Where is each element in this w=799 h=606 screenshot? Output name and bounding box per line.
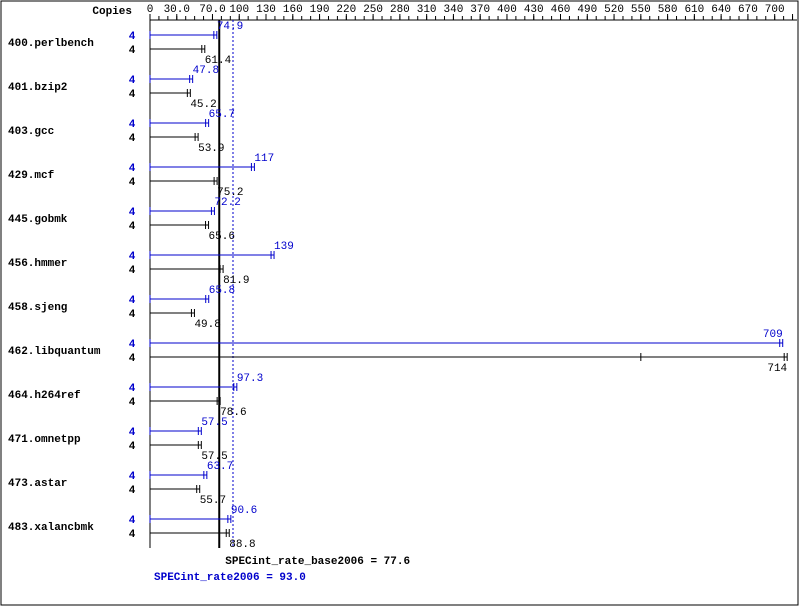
axis-tick-label: 100 [229,4,249,16]
axis-tick-label: 430 [524,4,544,16]
axis-tick-label: 460 [551,4,571,16]
copies-peak: 4 [129,163,136,175]
copies-base: 4 [129,133,136,145]
value-peak: 65.8 [209,285,235,297]
benchmark-name: 464.h264ref [8,390,81,402]
axis-tick-label: 580 [658,4,678,16]
axis-tick-label: 250 [363,4,383,16]
summary-base: SPECint_rate_base2006 = 77.6 [225,556,410,568]
axis-tick-label: 700 [765,4,785,16]
value-peak: 139 [274,241,294,253]
copies-base: 4 [129,45,136,57]
benchmark-name: 471.omnetpp [8,434,81,446]
chart-border [1,1,798,605]
value-base: 88.8 [229,539,255,551]
axis-tick-label: 130 [256,4,276,16]
benchmark-name: 400.perlbench [8,38,94,50]
axis-tick-label: 280 [390,4,410,16]
copies-peak: 4 [129,383,136,395]
axis-tick-label: 220 [336,4,356,16]
value-peak: 117 [254,153,274,165]
copies-peak: 4 [129,31,136,43]
copies-base: 4 [129,177,136,189]
copies-base: 4 [129,397,136,409]
copies-peak: 4 [129,339,136,351]
value-peak: 47.8 [193,65,219,77]
axis-tick-label: 30.0 [164,4,190,16]
axis-tick-label: 610 [684,4,704,16]
benchmark-name: 473.astar [8,478,67,490]
copies-base: 4 [129,221,136,233]
axis-tick-label: 190 [310,4,330,16]
copies-peak: 4 [129,295,136,307]
benchmark-name: 458.sjeng [8,302,67,314]
value-peak: 65.7 [209,109,235,121]
axis-tick-label: 400 [497,4,517,16]
copies-peak: 4 [129,427,136,439]
copies-peak: 4 [129,75,136,87]
axis-tick-label: 490 [577,4,597,16]
value-peak: 72.2 [214,197,240,209]
copies-base: 4 [129,353,136,365]
copies-peak: 4 [129,251,136,263]
benchmark-name: 403.gcc [8,126,54,138]
benchmark-name: 429.mcf [8,170,55,182]
axis-tick-label: 0 [147,4,154,16]
copies-base: 4 [129,309,136,321]
copies-peak: 4 [129,471,136,483]
copies-base: 4 [129,529,136,541]
copies-header: Copies [92,6,132,18]
benchmark-name: 445.gobmk [8,214,68,226]
spec-benchmark-chart: 0 30.0 70.0 100 130 160 190 220 250 280 310 340 370 4… [0,0,799,606]
value-base: 49.8 [194,319,220,331]
value-peak: 63.7 [207,461,233,473]
axis-tick-label: 370 [470,4,490,16]
value-peak: 709 [763,329,783,341]
axis-tick-label: 550 [631,4,651,16]
axis-tick-label: 310 [417,4,437,16]
value-base: 65.6 [209,231,235,243]
copies-base: 4 [129,265,136,277]
axis-tick-label: 520 [604,4,624,16]
copies-base: 4 [129,441,136,453]
benchmark-name: 456.hmmer [8,258,67,270]
value-base: 53.9 [198,143,224,155]
value-base: 714 [767,363,787,375]
axis-tick-label: 70.0 [199,4,225,16]
value-base: 55.7 [200,495,226,507]
value-peak: 90.6 [231,505,257,517]
axis-tick-label: 670 [738,4,758,16]
axis-tick-label: 160 [283,4,303,16]
value-peak: 74.9 [217,21,243,33]
benchmark-name: 401.bzip2 [8,82,67,94]
copies-peak: 4 [129,515,136,527]
summary-peak: SPECint_rate2006 = 93.0 [154,572,306,584]
copies-peak: 4 [129,119,136,131]
copies-base: 4 [129,485,136,497]
axis-tick-label: 340 [444,4,464,16]
value-peak: 57.5 [201,417,227,429]
axis-tick-label: 640 [711,4,731,16]
value-peak: 97.3 [237,373,263,385]
copies-base: 4 [129,89,136,101]
copies-peak: 4 [129,207,136,219]
benchmark-name: 483.xalancbmk [8,522,94,534]
benchmark-name: 462.libquantum [8,346,101,358]
